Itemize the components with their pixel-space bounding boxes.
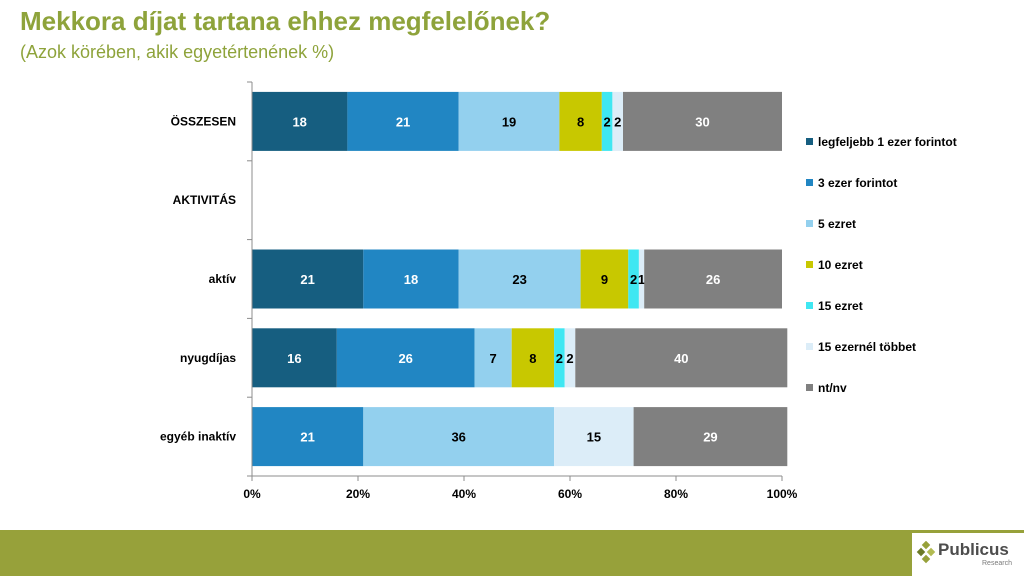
bar-segment bbox=[252, 407, 364, 467]
footer-band bbox=[0, 530, 1024, 576]
data-label: 29 bbox=[703, 430, 717, 445]
category-label: AKTIVITÁS bbox=[173, 192, 236, 207]
data-label: 26 bbox=[398, 351, 412, 366]
data-label: 30 bbox=[695, 114, 709, 129]
bar-segment bbox=[554, 328, 565, 388]
logo-sub: Research bbox=[982, 560, 1012, 567]
category-label: aktív bbox=[209, 272, 237, 286]
data-label: 23 bbox=[512, 272, 526, 287]
data-label: 2 bbox=[556, 351, 563, 366]
data-label: 9 bbox=[601, 272, 608, 287]
legend-label: 3 ezer forintot bbox=[818, 176, 897, 190]
x-tick-label: 100% bbox=[767, 487, 798, 501]
bar-segment bbox=[511, 328, 555, 388]
data-label: 16 bbox=[287, 351, 301, 366]
x-tick-label: 0% bbox=[243, 487, 261, 501]
x-tick-label: 60% bbox=[558, 487, 582, 501]
data-label: 21 bbox=[300, 272, 314, 287]
data-label: 8 bbox=[577, 114, 584, 129]
bar-segment bbox=[458, 249, 581, 309]
chart-title: Mekkora díjat tartana ehhez megfelelőnek… bbox=[20, 6, 551, 36]
x-tick-label: 20% bbox=[346, 487, 370, 501]
publicus-logo: Publicus Research bbox=[912, 533, 1024, 576]
legend-label: nt/nv bbox=[818, 381, 847, 395]
data-label: 19 bbox=[502, 114, 516, 129]
bar-segment bbox=[575, 328, 788, 388]
legend-label: 10 ezret bbox=[818, 258, 863, 272]
data-label: 18 bbox=[292, 114, 306, 129]
legend-label: 15 ezret bbox=[818, 299, 863, 313]
bar-segment bbox=[363, 407, 555, 467]
legend-label: 15 ezernél többet bbox=[818, 340, 916, 354]
data-label: 18 bbox=[404, 272, 418, 287]
data-label: 2 bbox=[614, 114, 621, 129]
bar-segment bbox=[612, 91, 623, 151]
data-label: 2 bbox=[566, 351, 573, 366]
bar-segment bbox=[559, 91, 602, 151]
data-label: 1 bbox=[638, 272, 645, 287]
bar-segment bbox=[638, 249, 645, 309]
bar-segment bbox=[554, 407, 634, 467]
category-label: egyéb inaktív bbox=[160, 430, 236, 444]
data-label: 8 bbox=[529, 351, 536, 366]
bar-segment bbox=[633, 407, 788, 467]
bar-segment bbox=[252, 328, 337, 388]
bar-segment bbox=[347, 91, 459, 151]
data-label: 21 bbox=[396, 114, 410, 129]
logo-mark-icon bbox=[916, 541, 936, 564]
x-tick-label: 40% bbox=[452, 487, 476, 501]
legend-swatch bbox=[806, 179, 813, 186]
legend-swatch bbox=[806, 384, 813, 391]
bar-segment bbox=[252, 91, 348, 151]
x-tick-label: 80% bbox=[664, 487, 688, 501]
legend-swatch bbox=[806, 302, 813, 309]
data-label: 15 bbox=[587, 430, 601, 445]
bar-segment bbox=[336, 328, 475, 388]
category-label: ÖSSZESEN bbox=[171, 113, 236, 128]
data-label: 7 bbox=[490, 351, 497, 366]
data-label: 36 bbox=[451, 430, 465, 445]
data-label: 26 bbox=[706, 272, 720, 287]
legend-label: 5 ezret bbox=[818, 217, 856, 231]
bar-segment bbox=[252, 249, 364, 309]
bar-segment bbox=[564, 328, 576, 388]
chart-subtitle: (Azok körében, akik egyetértenének %) bbox=[20, 42, 335, 62]
bar-segment bbox=[363, 249, 459, 309]
data-label: 2 bbox=[630, 272, 637, 287]
legend-label: legfeljebb 1 ezer forintot bbox=[818, 135, 957, 149]
data-label: 2 bbox=[603, 114, 610, 129]
data-label: 40 bbox=[674, 351, 688, 366]
legend-swatch bbox=[806, 138, 813, 145]
bar-segment bbox=[458, 91, 560, 151]
legend-swatch bbox=[806, 343, 813, 350]
data-label: 21 bbox=[300, 430, 314, 445]
bar-segment bbox=[644, 249, 782, 309]
bar-segment bbox=[601, 91, 613, 151]
bar-segment bbox=[474, 328, 512, 388]
logo-name: Publicus bbox=[938, 540, 1009, 559]
legend-swatch bbox=[806, 261, 813, 268]
bar-segment bbox=[580, 249, 629, 309]
legend-swatch bbox=[806, 220, 813, 227]
bar-segment bbox=[623, 91, 782, 151]
category-label: nyugdíjas bbox=[180, 351, 236, 365]
bar-segment bbox=[628, 249, 639, 309]
